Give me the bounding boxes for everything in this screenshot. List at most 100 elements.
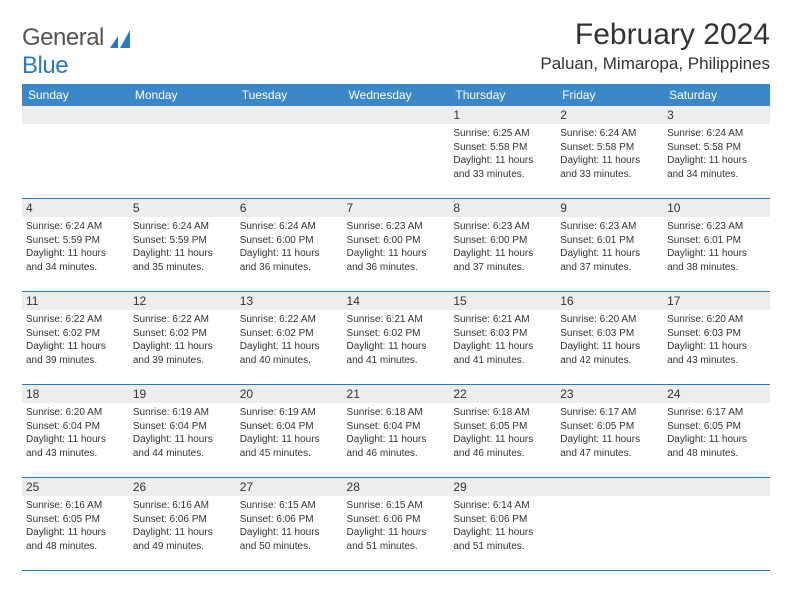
- day-number: 2: [556, 106, 663, 124]
- sunset-text: Sunset: 5:58 PM: [453, 141, 552, 155]
- daylight1-text: Daylight: 11 hours: [453, 247, 552, 261]
- weekday-header-row: Sunday Monday Tuesday Wednesday Thursday…: [22, 84, 770, 106]
- daylight1-text: Daylight: 11 hours: [133, 433, 232, 447]
- sunset-text: Sunset: 6:03 PM: [667, 327, 766, 341]
- day-number: [343, 106, 450, 124]
- calendar-week-row: 18Sunrise: 6:20 AMSunset: 6:04 PMDayligh…: [22, 385, 770, 478]
- daylight1-text: Daylight: 11 hours: [560, 340, 659, 354]
- day-details: Sunrise: 6:23 AMSunset: 6:01 PMDaylight:…: [560, 220, 659, 274]
- day-number: 5: [129, 199, 236, 217]
- daylight1-text: Daylight: 11 hours: [26, 433, 125, 447]
- day-details: Sunrise: 6:24 AMSunset: 5:58 PMDaylight:…: [667, 127, 766, 181]
- calendar-day-cell: 26 Sunrise: 6:16 AMSunset: 6:06 PMDayligh…: [129, 478, 236, 571]
- calendar-week-row: 1Sunrise: 6:25 AMSunset: 5:58 PMDaylight…: [22, 106, 770, 199]
- calendar-day-cell: 28Sunrise: 6:15 AMSunset: 6:06 PMDayligh…: [343, 478, 450, 571]
- sunrise-text: Sunrise: 6:23 AM: [560, 220, 659, 234]
- sunset-text: Sunset: 6:02 PM: [133, 327, 232, 341]
- day-details: Sunrise: 6:20 AMSunset: 6:03 PMDaylight:…: [667, 313, 766, 367]
- daylight2-text: and 50 minutes.: [240, 540, 339, 554]
- day-details: Sunrise: 6:19 AMSunset: 6:04 PMDaylight:…: [240, 406, 339, 460]
- daylight2-text: and 34 minutes.: [26, 261, 125, 275]
- daylight2-text: and 45 minutes.: [240, 447, 339, 461]
- calendar-day-cell: 27Sunrise: 6:15 AMSunset: 6:06 PMDayligh…: [236, 478, 343, 571]
- day-number: 26: [129, 478, 236, 496]
- daylight2-text: and 37 minutes.: [560, 261, 659, 275]
- day-number: 15: [449, 292, 556, 310]
- sunset-text: Sunset: 6:00 PM: [240, 234, 339, 248]
- weekday-header: Sunday: [22, 84, 129, 106]
- weekday-header: Friday: [556, 84, 663, 106]
- daylight1-text: Daylight: 11 hours: [667, 340, 766, 354]
- day-number: 17: [663, 292, 770, 310]
- calendar-day-cell: 16Sunrise: 6:20 AMSunset: 6:03 PMDayligh…: [556, 292, 663, 385]
- sunset-text: Sunset: 6:01 PM: [560, 234, 659, 248]
- sunrise-text: Sunrise: 6:23 AM: [347, 220, 446, 234]
- daylight1-text: Daylight: 11 hours: [453, 340, 552, 354]
- day-number: 18: [22, 385, 129, 403]
- sunset-text: Sunset: 6:02 PM: [240, 327, 339, 341]
- sunrise-text: Sunrise: 6:15 AM: [347, 499, 446, 513]
- sunrise-text: Sunrise: 6:14 AM: [453, 499, 552, 513]
- daylight1-text: Daylight: 11 hours: [26, 247, 125, 261]
- daylight1-text: Daylight: 11 hours: [133, 247, 232, 261]
- daylight1-text: Daylight: 11 hours: [240, 433, 339, 447]
- day-details: Sunrise: 6:14 AMSunset: 6:06 PMDaylight:…: [453, 499, 552, 553]
- sunrise-text: Sunrise: 6:16 AM: [26, 499, 125, 513]
- daylight2-text: and 49 minutes.: [133, 540, 232, 554]
- weekday-header: Thursday: [449, 84, 556, 106]
- daylight2-text: and 47 minutes.: [560, 447, 659, 461]
- calendar-day-cell: 15Sunrise: 6:21 AMSunset: 6:03 PMDayligh…: [449, 292, 556, 385]
- sunset-text: Sunset: 6:05 PM: [560, 420, 659, 434]
- daylight1-text: Daylight: 11 hours: [667, 154, 766, 168]
- day-details: Sunrise: 6:22 AMSunset: 6:02 PMDaylight:…: [133, 313, 232, 367]
- daylight1-text: Daylight: 11 hours: [26, 526, 125, 540]
- sunset-text: Sunset: 6:06 PM: [347, 513, 446, 527]
- daylight2-text: and 51 minutes.: [453, 540, 552, 554]
- sunset-text: Sunset: 5:58 PM: [560, 141, 659, 155]
- daylight2-text: and 41 minutes.: [453, 354, 552, 368]
- day-number: 28: [343, 478, 450, 496]
- calendar-table: Sunday Monday Tuesday Wednesday Thursday…: [22, 84, 770, 571]
- daylight1-text: Daylight: 11 hours: [26, 340, 125, 354]
- daylight2-text: and 34 minutes.: [667, 168, 766, 182]
- sunrise-text: Sunrise: 6:24 AM: [667, 127, 766, 141]
- sail-icon: [110, 28, 136, 48]
- daylight2-text: and 46 minutes.: [347, 447, 446, 461]
- calendar-day-cell: 2Sunrise: 6:24 AMSunset: 5:58 PMDaylight…: [556, 106, 663, 199]
- daylight2-text: and 35 minutes.: [133, 261, 232, 275]
- calendar-day-cell: [556, 478, 663, 571]
- day-number: [663, 478, 770, 496]
- sunrise-text: Sunrise: 6:15 AM: [240, 499, 339, 513]
- daylight2-text: and 33 minutes.: [560, 168, 659, 182]
- daylight1-text: Daylight: 11 hours: [453, 526, 552, 540]
- daylight1-text: Daylight: 11 hours: [453, 154, 552, 168]
- sunrise-text: Sunrise: 6:18 AM: [453, 406, 552, 420]
- day-number: 21: [343, 385, 450, 403]
- calendar-week-row: 11Sunrise: 6:22 AMSunset: 6:02 PMDayligh…: [22, 292, 770, 385]
- day-number: [129, 106, 236, 124]
- day-details: Sunrise: 6:18 AMSunset: 6:04 PMDaylight:…: [347, 406, 446, 460]
- daylight1-text: Daylight: 11 hours: [347, 340, 446, 354]
- sunrise-text: Sunrise: 6:25 AM: [453, 127, 552, 141]
- daylight1-text: Daylight: 11 hours: [560, 247, 659, 261]
- daylight2-text: and 46 minutes.: [453, 447, 552, 461]
- sunrise-text: Sunrise: 6:16 AM: [133, 499, 232, 513]
- day-number: 8: [449, 199, 556, 217]
- sunset-text: Sunset: 6:01 PM: [667, 234, 766, 248]
- day-number: [556, 478, 663, 496]
- day-details: Sunrise: 6:16 AMSunset: 6:06 PMDaylight:…: [133, 499, 232, 553]
- day-number: 20: [236, 385, 343, 403]
- calendar-day-cell: [22, 106, 129, 199]
- sunrise-text: Sunrise: 6:22 AM: [26, 313, 125, 327]
- day-details: Sunrise: 6:22 AMSunset: 6:02 PMDaylight:…: [26, 313, 125, 367]
- day-details: Sunrise: 6:25 AMSunset: 5:58 PMDaylight:…: [453, 127, 552, 181]
- day-number: 14: [343, 292, 450, 310]
- daylight2-text: and 43 minutes.: [667, 354, 766, 368]
- day-number: 12: [129, 292, 236, 310]
- sunrise-text: Sunrise: 6:20 AM: [26, 406, 125, 420]
- calendar-week-row: 4Sunrise: 6:24 AMSunset: 5:59 PMDaylight…: [22, 199, 770, 292]
- day-details: Sunrise: 6:16 AMSunset: 6:05 PMDaylight:…: [26, 499, 125, 553]
- calendar-day-cell: 8Sunrise: 6:23 AMSunset: 6:00 PMDaylight…: [449, 199, 556, 292]
- sunrise-text: Sunrise: 6:24 AM: [133, 220, 232, 234]
- sunrise-text: Sunrise: 6:18 AM: [347, 406, 446, 420]
